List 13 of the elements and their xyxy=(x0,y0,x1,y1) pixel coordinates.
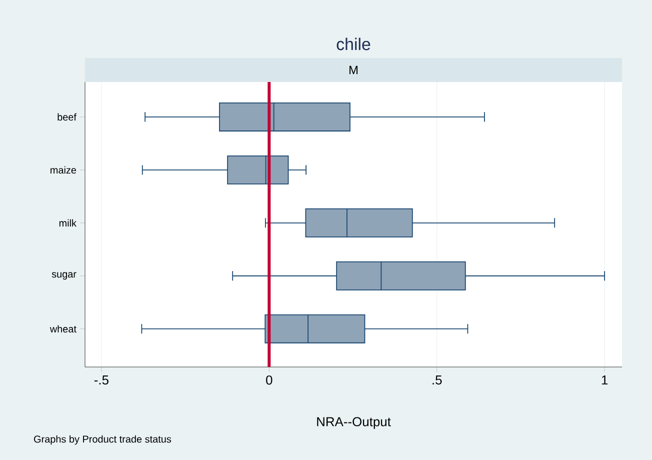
y-tick-label: wheat xyxy=(50,325,76,332)
x-tick-label: .5 xyxy=(432,376,442,385)
chart-subtitle: M xyxy=(350,66,358,74)
y-tick-label: beef xyxy=(58,113,76,121)
x-tick-label: -.5 xyxy=(94,376,108,385)
x-tick-label: 1 xyxy=(602,376,608,384)
x-axis-title: NRA--Output xyxy=(317,417,391,429)
x-tick-label: 0 xyxy=(266,376,272,385)
y-tick-label: maize xyxy=(50,166,76,174)
chart-title: chile xyxy=(336,38,370,50)
y-tick-label: milk xyxy=(59,219,77,227)
text: Graphs by Product trade status xyxy=(34,435,172,445)
y-tick-label: sugar xyxy=(52,272,76,280)
